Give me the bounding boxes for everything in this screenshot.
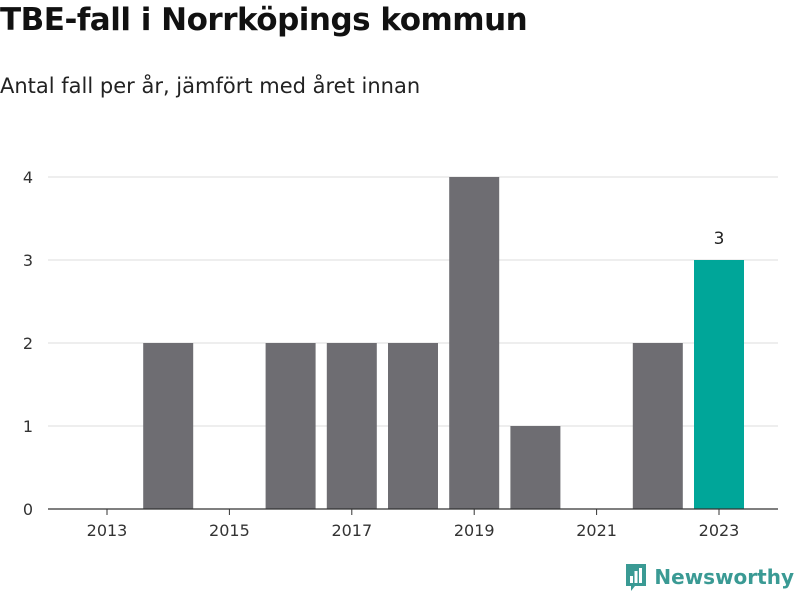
y-tick-label: 4 (23, 168, 33, 187)
data-label: 3 (714, 229, 725, 249)
bar (388, 343, 438, 509)
x-tick-label: 2017 (331, 521, 372, 540)
chart-title: TBE-fall i Norrköpings kommun (0, 2, 528, 38)
x-tick-label: 2015 (209, 521, 250, 540)
x-tick-label: 2021 (576, 521, 617, 540)
bar (326, 343, 377, 509)
brand-logo: Newsworthy (624, 562, 794, 592)
bar (265, 343, 316, 509)
y-tick-label: 0 (23, 500, 33, 519)
x-tick-label: 2023 (699, 521, 740, 540)
brand-name: Newsworthy (654, 565, 794, 589)
bar (694, 260, 744, 509)
y-tick-label: 2 (23, 334, 33, 353)
x-tick-label: 2013 (87, 521, 128, 540)
y-tick-label: 1 (23, 417, 33, 436)
bar-chart-logo-icon (626, 564, 647, 591)
bar (143, 343, 194, 509)
y-tick-label: 3 (23, 251, 33, 270)
bar (632, 343, 683, 509)
x-tick-label: 2019 (454, 521, 495, 540)
bar (449, 177, 500, 509)
bar (510, 426, 561, 509)
chart-subtitle: Antal fall per år, jämfört med året inna… (0, 74, 421, 98)
